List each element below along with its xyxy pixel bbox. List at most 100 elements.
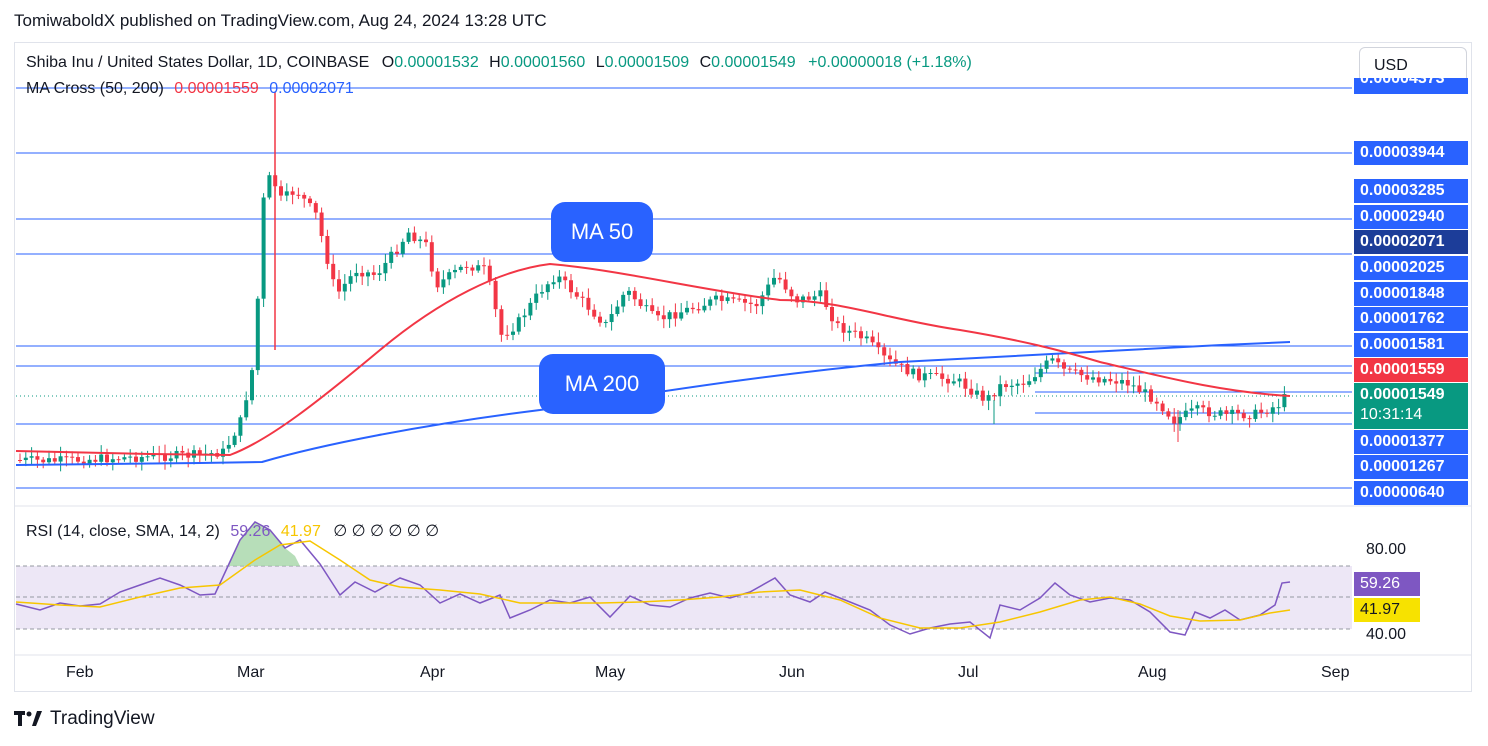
candle-body [424, 239, 428, 243]
x-tick-label: Sep [1321, 664, 1350, 681]
candle-body [279, 186, 283, 196]
tradingview-logo[interactable]: TradingView [14, 708, 155, 730]
candle-body [957, 378, 962, 382]
candle-body [934, 372, 939, 374]
candle-body [528, 302, 533, 316]
candle-body [23, 457, 28, 461]
open-label: O [381, 54, 395, 71]
rsi-empty-values: ∅ ∅ ∅ ∅ ∅ ∅ [333, 523, 440, 540]
candle-body [609, 314, 614, 323]
candle-body [725, 297, 730, 302]
candle-body [522, 315, 527, 318]
candle-body [1114, 381, 1119, 384]
candle-body [493, 280, 498, 310]
candle-body [679, 312, 684, 319]
candle-body [1102, 378, 1107, 383]
candle-body [302, 194, 307, 199]
x-tick-label: Apr [420, 664, 445, 681]
x-tick-label: May [595, 664, 626, 681]
candle-body [1038, 368, 1043, 378]
x-tick-label: Jul [958, 664, 979, 681]
candle-body [406, 232, 411, 242]
candle-body [586, 297, 591, 310]
candle-body [1085, 375, 1090, 380]
candle-body [244, 400, 249, 418]
candle-body [1265, 412, 1269, 414]
candle-body [145, 456, 150, 458]
candle-body [313, 203, 318, 213]
candle-body [963, 378, 968, 389]
candle-body [812, 296, 817, 300]
candle-body [806, 296, 811, 300]
candle-body [795, 296, 800, 303]
candle-body [354, 272, 359, 277]
candle-body [1207, 407, 1211, 417]
candle-body [163, 454, 167, 461]
candle-body [667, 312, 672, 320]
candle-body [1253, 409, 1258, 419]
candle-body [482, 265, 486, 267]
candle-body [487, 265, 492, 281]
candle-body [545, 284, 550, 293]
chart-frame [14, 42, 1472, 692]
candle-body [447, 272, 452, 280]
candle-body [888, 355, 892, 360]
rsi-axis-80: 80.00 [1366, 541, 1407, 558]
candle-body [116, 459, 121, 461]
candle-body [783, 279, 788, 290]
candle-body [917, 368, 921, 381]
ma50-value: 0.00001559 [174, 80, 259, 97]
candle-body [574, 292, 579, 297]
rsi-legend[interactable]: RSI (14, close, SMA, 14, 2) 59.26 41.97 … [26, 521, 439, 541]
candle-body [534, 293, 539, 303]
x-tick-label: Jun [779, 664, 805, 681]
candle-body [1015, 383, 1020, 386]
high-value: 0.00001560 [500, 54, 586, 71]
candle-body [801, 296, 805, 303]
candle-body [870, 336, 875, 343]
candle-body [592, 309, 597, 317]
price-tag-level-7: 0.00001581 [1354, 333, 1468, 357]
candle-body [1027, 381, 1032, 385]
candle-body [47, 458, 51, 463]
candle-body [1183, 410, 1188, 418]
x-tick-label: Feb [66, 664, 94, 681]
candle-body [1236, 409, 1240, 414]
candle-body [435, 271, 440, 288]
rsi-sma-line [15, 540, 1291, 629]
candle-body [1247, 418, 1252, 420]
price-tag-ma200: 0.00002071 [1354, 230, 1468, 254]
candle-body [928, 372, 933, 374]
candle-body [1125, 379, 1130, 386]
candle-body [685, 307, 689, 313]
candle-body [650, 305, 655, 312]
candle-body [708, 299, 713, 306]
ma-legend[interactable]: MA Cross (50, 200) 0.00001559 0.00002071 [26, 80, 354, 98]
candle-body [864, 336, 869, 339]
candle-body [29, 456, 34, 458]
candle-body [308, 198, 312, 204]
candle-body [128, 456, 133, 458]
candle-body [737, 298, 742, 300]
candle-body [661, 315, 666, 320]
price-tag-level-4: 0.00002025 [1354, 256, 1468, 280]
candle-body [1230, 409, 1235, 414]
candle-body [284, 191, 289, 196]
candle-body [1172, 416, 1177, 424]
rsi-sma-tag: 41.97 [1354, 598, 1420, 622]
candle-body [656, 311, 660, 316]
candle-body [168, 458, 173, 461]
candle-body [412, 232, 417, 242]
x-tick-label: Aug [1138, 664, 1167, 681]
candle-body [1062, 362, 1066, 369]
candle-body [777, 277, 782, 280]
candle-body [52, 458, 57, 462]
candle-body [383, 262, 388, 274]
low-label: L [595, 54, 605, 71]
candle-body [632, 290, 637, 300]
candle-body [1201, 405, 1206, 408]
symbol-legend: Shiba Inu / United States Dollar, 1D, CO… [26, 54, 972, 72]
candle-body [400, 241, 405, 254]
candle-body [1079, 369, 1084, 376]
